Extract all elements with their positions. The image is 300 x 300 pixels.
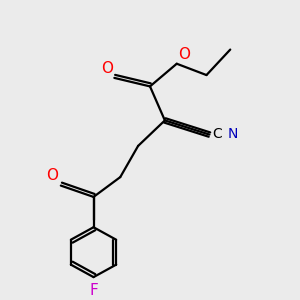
Text: F: F — [89, 283, 98, 298]
Text: O: O — [101, 61, 113, 76]
Text: C: C — [212, 127, 222, 141]
Text: O: O — [46, 168, 58, 183]
Text: N: N — [228, 127, 238, 141]
Text: O: O — [178, 47, 190, 62]
